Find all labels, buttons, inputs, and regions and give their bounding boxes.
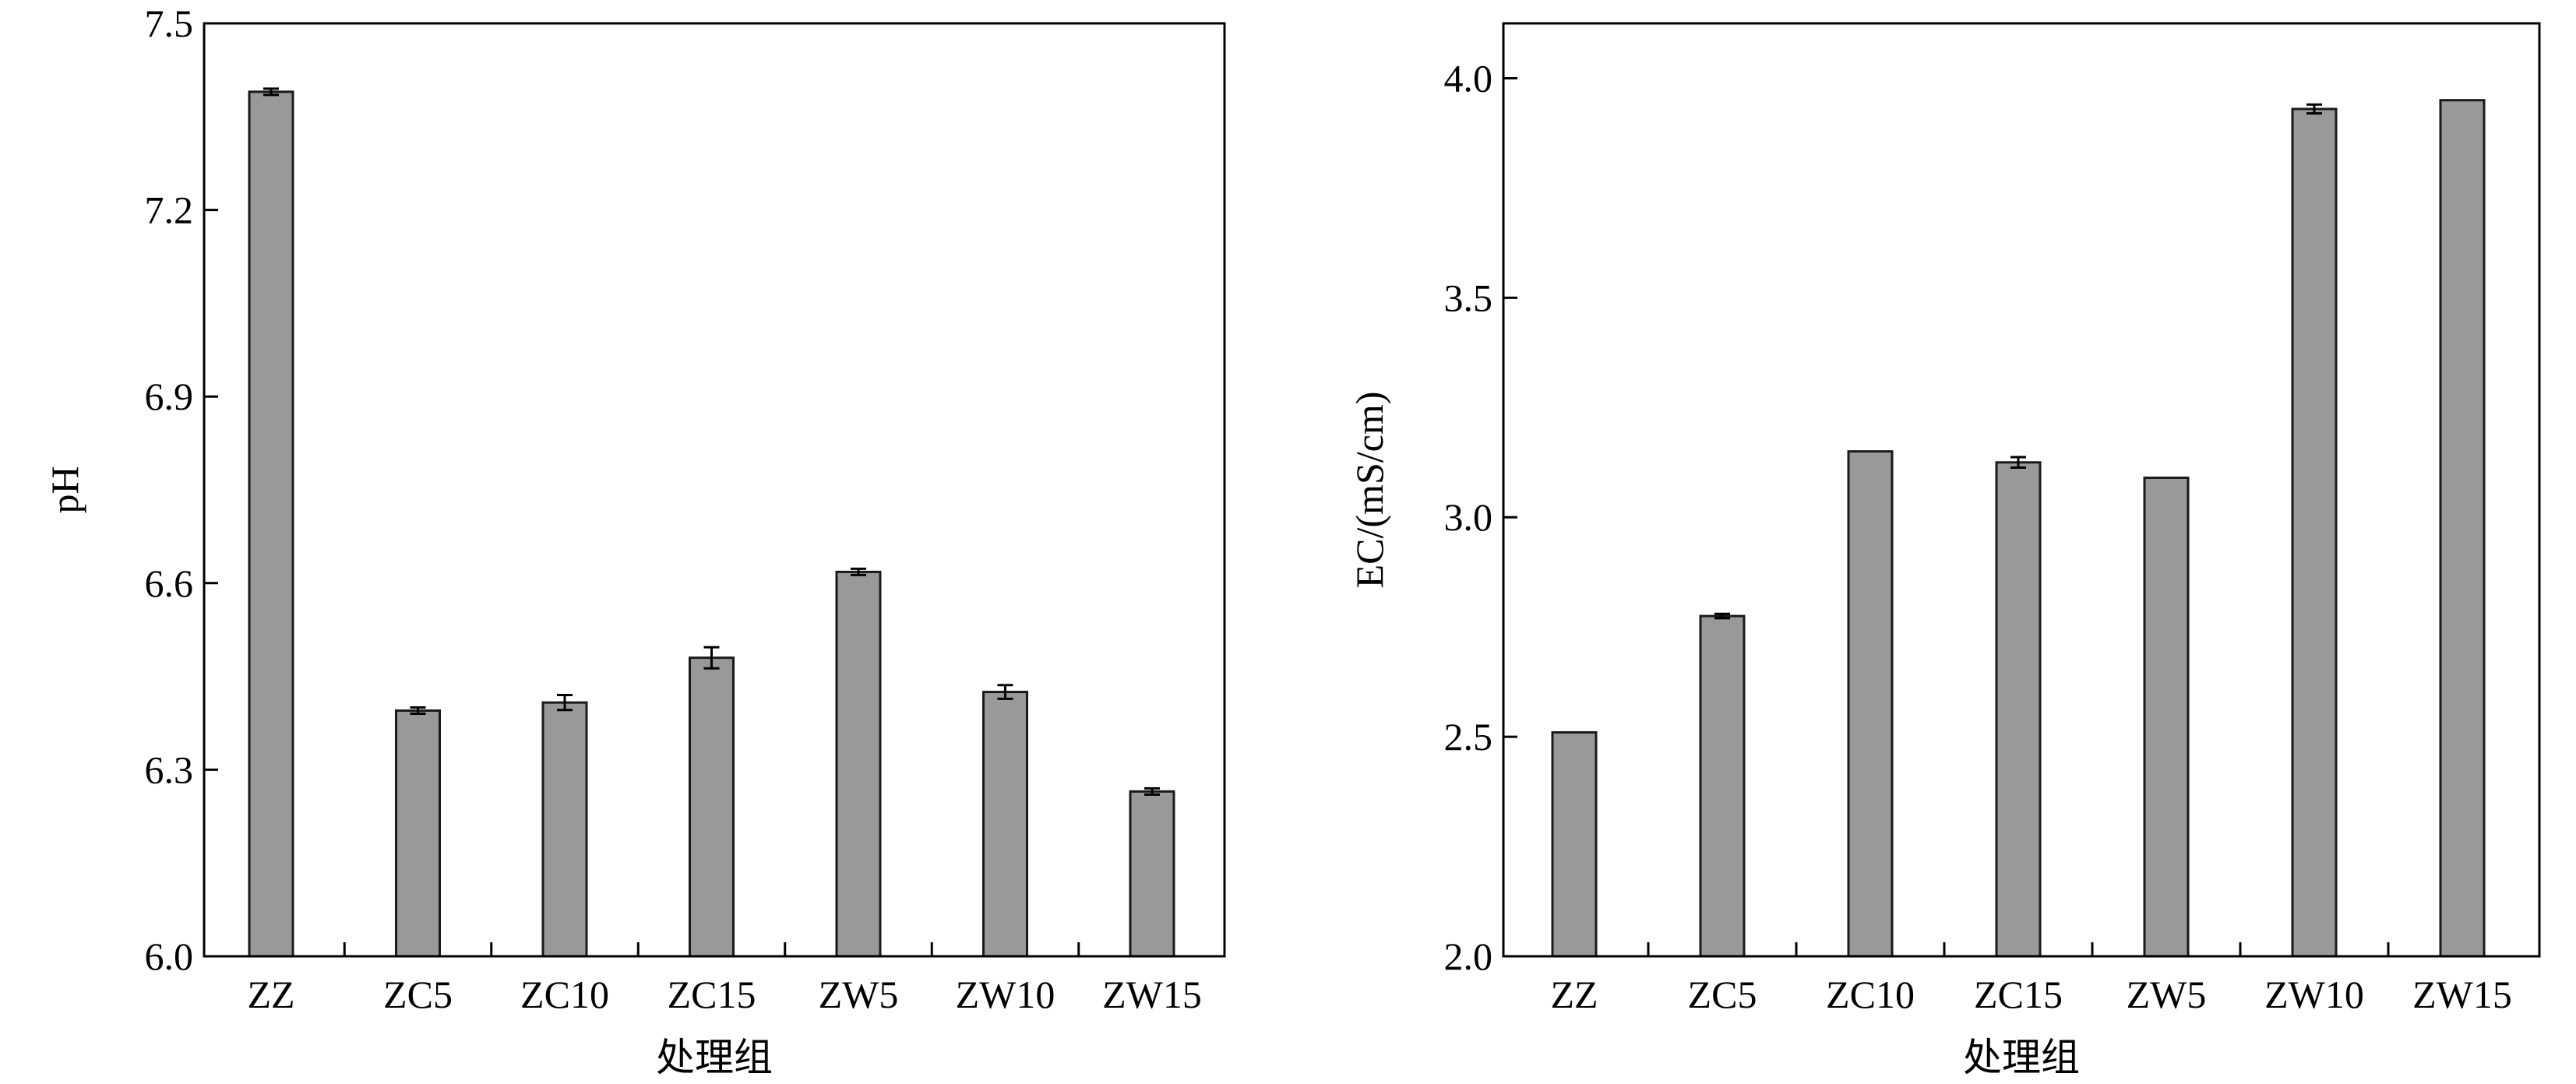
ec-y-axis-title: EC/(mS/cm): [1348, 392, 1391, 589]
ec-chart: ZZ ZC5 ZC10 ZC15 ZW5 ZW10 ZW152.02.53.03.54.0 …: [1348, 22, 2541, 1079]
ph-bar-zw15: [1129, 790, 1175, 958]
ph-y-tick-label: 7.5: [145, 2, 194, 45]
ec-error-bar-zc15: [2010, 456, 2026, 470]
ph-chart: ZZ ZC5 ZC10 ZC15 ZW5 ZW10 ZW15 6.0 6.3 6.6 6.9 7.2 7…: [43, 2, 1226, 1079]
ph-y-tick-label: 6.6: [145, 561, 194, 605]
ec-axes: ZZ ZC5 ZC10 ZC15 ZW5 ZW10 ZW15 2.0 2.5 3.0 3.5 4.0: [1444, 56, 2512, 1016]
ec-error-bars: [1714, 103, 2322, 620]
ph-bar-zc5: [395, 709, 441, 958]
ph-error-bar-zz: [263, 87, 279, 97]
ph-error-bar-zc5: [410, 706, 426, 716]
ec-bars: [1551, 99, 2486, 958]
ec-x-tick-label: ZC10: [1826, 973, 1915, 1016]
ec-x-tick-label: ZW15: [2412, 973, 2512, 1016]
ec-error-bar-zw10: [2306, 103, 2322, 115]
ec-bar-zw15: [2439, 99, 2486, 958]
ph-bar-zc10: [541, 701, 588, 958]
ec-plot-frame: [1502, 22, 2541, 958]
ec-bar-zw5: [2143, 476, 2190, 958]
ec-x-axis-title: 处理组: [1963, 1036, 2080, 1079]
ec-y-tick-label: 3.0: [1444, 495, 1493, 539]
ec-x-tick-label: ZW5: [2127, 973, 2207, 1016]
ec-bar-zc10: [1847, 450, 1894, 958]
ph-x-tick-label: ZZ: [247, 973, 294, 1016]
ec-x-tick-label: ZZ: [1550, 973, 1598, 1016]
ec-x-tick-label: ZC15: [1974, 973, 2063, 1016]
ph-y-axis-title: pH: [43, 466, 86, 513]
ph-y-tick-label: 7.2: [145, 188, 194, 232]
ph-axes: ZZ ZC5 ZC10 ZC15 ZW5 ZW10 ZW15 6.0 6.3 6.6 6.9 7.2 7…: [145, 2, 1202, 1016]
ec-error-bar-zc5: [1714, 612, 1730, 620]
ph-x-tick-label: ZW5: [819, 973, 899, 1016]
ph-bars: [248, 90, 1175, 958]
ph-plot-frame: [203, 22, 1226, 958]
ph-error-bar-zc10: [557, 694, 573, 712]
ph-x-tick-label: ZC5: [383, 973, 453, 1016]
ph-error-bars: [263, 87, 1160, 796]
ph-y-tick-label: 6.9: [145, 375, 194, 418]
ph-error-bar-zw15: [1144, 787, 1160, 796]
ec-x-tick-label: ZC5: [1688, 973, 1757, 1016]
ec-y-tick-label: 2.0: [1444, 934, 1493, 978]
ec-bar-zc5: [1699, 614, 1746, 958]
ph-error-bar-zw5: [851, 567, 866, 576]
ph-bar-zc15: [689, 656, 735, 958]
ph-bar-zw10: [982, 691, 1028, 958]
ec-bar-zw10: [2291, 107, 2338, 958]
ph-x-tick-label: ZC10: [520, 973, 609, 1016]
ec-y-tick-label: 3.5: [1444, 276, 1493, 319]
ph-x-tick-label: ZC15: [668, 973, 756, 1016]
ec-x-tick-label: ZW10: [2264, 973, 2364, 1016]
ph-x-axis-title: 处理组: [656, 1036, 773, 1079]
ph-bar-zz: [248, 90, 294, 958]
ec-bar-zz: [1551, 730, 1598, 958]
ph-bar-zw5: [835, 570, 882, 958]
ph-error-bar-zw10: [997, 684, 1013, 700]
ph-error-bar-zc15: [703, 646, 720, 670]
ec-y-tick-label: 4.0: [1444, 56, 1493, 100]
ph-y-tick-label: 6.0: [145, 934, 194, 978]
ph-x-tick-label: ZW15: [1102, 973, 1202, 1016]
ec-y-tick-label: 2.5: [1444, 715, 1493, 758]
ec-bar-zc15: [1995, 461, 2042, 958]
ph-y-tick-label: 6.3: [145, 748, 194, 791]
ph-x-tick-label: ZW10: [956, 973, 1055, 1016]
